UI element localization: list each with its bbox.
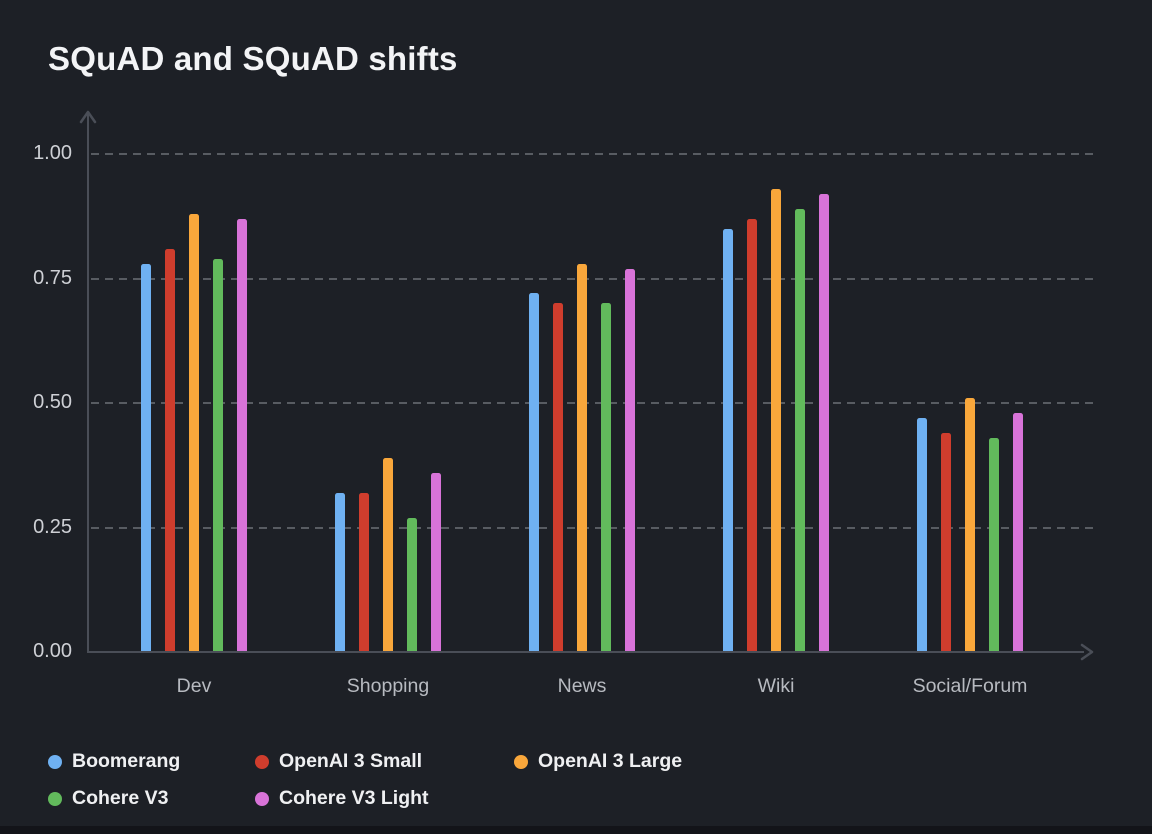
bar-openai-3-large-social-forum [965,398,975,653]
footer-strip [0,826,1152,834]
legend-label: OpenAI 3 Large [538,750,683,772]
x-category-label: Dev [176,675,212,697]
y-tick-label: 0.50 [33,391,72,413]
bar-cohere-v3-dev [213,259,223,653]
legend-swatch-icon [48,754,62,769]
bar-openai-3-large-dev [189,214,199,653]
grid-line [91,277,1096,280]
legend-swatch-icon [255,754,269,769]
chart-title: SQuAD and SQuAD shifts [48,40,458,77]
bar-openai-3-large-news [577,264,587,653]
grid-line [91,526,1096,529]
bar-cohere-v3-light-dev [237,219,247,653]
legend-swatch-icon [255,791,269,806]
bar-openai-3-small-news [553,303,563,653]
bar-openai-3-large-shopping [383,458,393,653]
x-axis-line [88,651,1084,653]
x-category-label: Wiki [757,675,795,697]
y-tick-label: 1.00 [33,142,72,164]
bar-openai-3-small-dev [165,249,175,653]
x-axis-arrow-icon [1080,643,1094,661]
bar-boomerang-wiki [723,229,733,653]
legend-swatch-icon [48,791,62,806]
bar-boomerang-shopping [335,493,345,653]
grid-line [91,153,1096,155]
x-category-label: Social/Forum [912,675,1028,697]
bar-boomerang-news [529,293,539,653]
bar-cohere-v3-news [601,303,611,653]
legend-item: OpenAI 3 Large [514,750,682,773]
legend-item: Cohere V3 Light [255,787,514,810]
x-category-label: News [557,675,607,697]
bar-cohere-v3-light-news [625,269,635,653]
bar-cohere-v3-wiki [795,209,805,653]
legend-label: Cohere V3 [72,787,169,809]
legend: Boomerang OpenAI 3 Small OpenAI 3 Large Coh… [48,750,682,810]
bar-openai-3-small-social-forum [941,433,951,653]
bar-cohere-v3-social-forum [989,438,999,653]
legend-item: Boomerang [48,750,255,773]
bar-openai-3-small-wiki [747,219,757,653]
y-axis-line [87,114,89,653]
y-axis-arrow-icon [79,110,97,124]
legend-item: Cohere V3 [48,787,255,810]
legend-item: OpenAI 3 Small [255,750,514,773]
y-tick-label: 0.00 [33,640,72,662]
bar-cohere-v3-light-social-forum [1013,413,1023,653]
bar-cohere-v3-light-shopping [431,473,441,653]
legend-label: Boomerang [72,750,181,772]
bar-cohere-v3-shopping [407,518,417,653]
y-tick-label: 0.75 [33,266,72,289]
y-tick-label: 0.25 [33,515,72,538]
x-category-label: Shopping [346,675,430,697]
bar-boomerang-dev [141,264,151,653]
bar-openai-3-large-wiki [771,189,781,653]
bar-boomerang-social-forum [917,418,927,653]
bar-cohere-v3-light-wiki [819,194,829,653]
legend-label: Cohere V3 Light [279,787,429,809]
legend-swatch-icon [514,754,528,769]
legend-label: OpenAI 3 Small [279,750,423,772]
bar-openai-3-small-shopping [359,493,369,653]
grid-line [91,402,1096,404]
